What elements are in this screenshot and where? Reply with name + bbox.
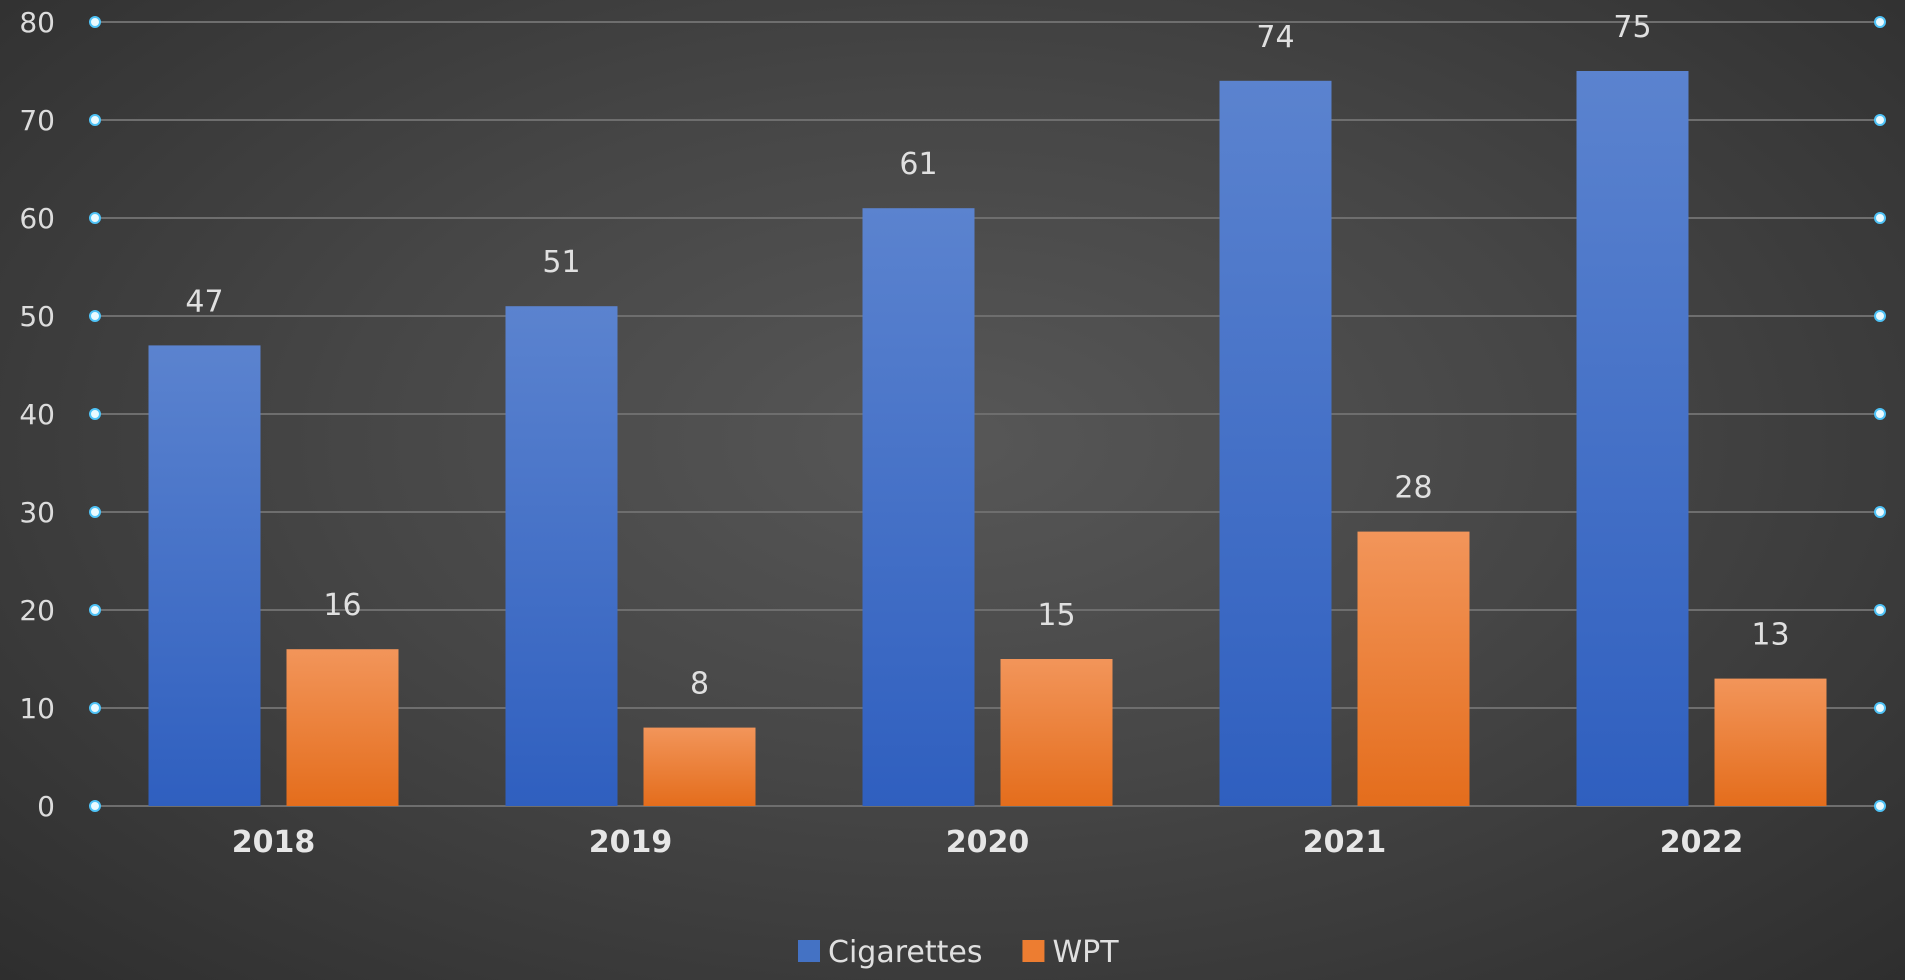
legend-swatch-cigarettes bbox=[798, 940, 820, 962]
axis-marker bbox=[89, 310, 101, 322]
bar-cigarettes-2022 bbox=[1576, 71, 1689, 806]
data-label-cigarettes-2020: 61 bbox=[899, 147, 937, 182]
data-label-wpt-2019: 8 bbox=[690, 667, 709, 702]
y-tick-label: 0 bbox=[37, 790, 55, 823]
x-tick-label: 2022 bbox=[1660, 825, 1744, 860]
y-tick-label: 60 bbox=[19, 202, 55, 235]
axis-marker bbox=[1874, 702, 1886, 714]
bar-wpt-2019 bbox=[643, 727, 756, 806]
y-tick-label: 70 bbox=[19, 104, 55, 137]
axis-marker bbox=[1874, 114, 1886, 126]
axis-marker bbox=[89, 506, 101, 518]
data-label-cigarettes-2022: 75 bbox=[1613, 10, 1651, 45]
legend: Cigarettes WPT bbox=[798, 935, 1119, 970]
axis-marker bbox=[1874, 408, 1886, 420]
bar-cigarettes-2018 bbox=[148, 345, 261, 806]
axis-marker bbox=[1874, 212, 1886, 224]
x-axis: 2018 2019 2020 2021 2022 bbox=[232, 825, 1744, 860]
data-label-cigarettes-2021: 74 bbox=[1256, 20, 1294, 55]
data-labels: 47 16 51 8 61 15 74 28 75 13 bbox=[185, 10, 1789, 702]
y-tick-label: 50 bbox=[19, 300, 55, 333]
axis-marker bbox=[89, 408, 101, 420]
data-label-wpt-2021: 28 bbox=[1394, 471, 1432, 506]
y-tick-label: 40 bbox=[19, 398, 55, 431]
y-tick-label: 30 bbox=[19, 496, 55, 529]
x-tick-label: 2020 bbox=[946, 825, 1030, 860]
bar-wpt-2021 bbox=[1357, 531, 1470, 806]
x-tick-label: 2018 bbox=[232, 825, 316, 860]
axis-marker bbox=[1874, 506, 1886, 518]
legend-label-wpt: WPT bbox=[1052, 935, 1119, 970]
data-label-wpt-2018: 16 bbox=[323, 588, 361, 623]
x-tick-label: 2019 bbox=[589, 825, 673, 860]
bar-cigarettes-2021 bbox=[1219, 80, 1332, 807]
data-label-wpt-2022: 13 bbox=[1751, 618, 1789, 653]
data-label-cigarettes-2018: 47 bbox=[185, 284, 223, 319]
y-tick-label: 80 bbox=[19, 6, 55, 39]
y-tick-label: 20 bbox=[19, 594, 55, 627]
axis-marker bbox=[1874, 800, 1886, 812]
legend-label-cigarettes: Cigarettes bbox=[828, 935, 982, 970]
axis-marker bbox=[89, 604, 101, 616]
bar-cigarettes-2019 bbox=[505, 306, 618, 806]
axis-marker bbox=[89, 800, 101, 812]
axis-marker bbox=[89, 702, 101, 714]
axis-marker bbox=[1874, 16, 1886, 28]
bar-cigarettes-2020 bbox=[862, 208, 975, 806]
bars bbox=[148, 71, 1827, 807]
bar-wpt-2020 bbox=[1000, 659, 1113, 806]
x-tick-label: 2021 bbox=[1303, 825, 1387, 860]
legend-swatch-wpt bbox=[1022, 940, 1045, 962]
y-axis: 0 10 20 30 40 50 60 70 80 bbox=[19, 6, 1886, 823]
data-label-cigarettes-2019: 51 bbox=[542, 245, 580, 280]
axis-marker bbox=[89, 212, 101, 224]
axis-marker bbox=[89, 16, 101, 28]
axis-marker bbox=[1874, 310, 1886, 322]
axis-marker bbox=[1874, 604, 1886, 616]
axis-marker bbox=[89, 114, 101, 126]
y-tick-label: 10 bbox=[19, 692, 55, 725]
bar-wpt-2018 bbox=[286, 649, 399, 806]
bar-wpt-2022 bbox=[1714, 678, 1827, 806]
data-label-wpt-2020: 15 bbox=[1037, 598, 1075, 633]
